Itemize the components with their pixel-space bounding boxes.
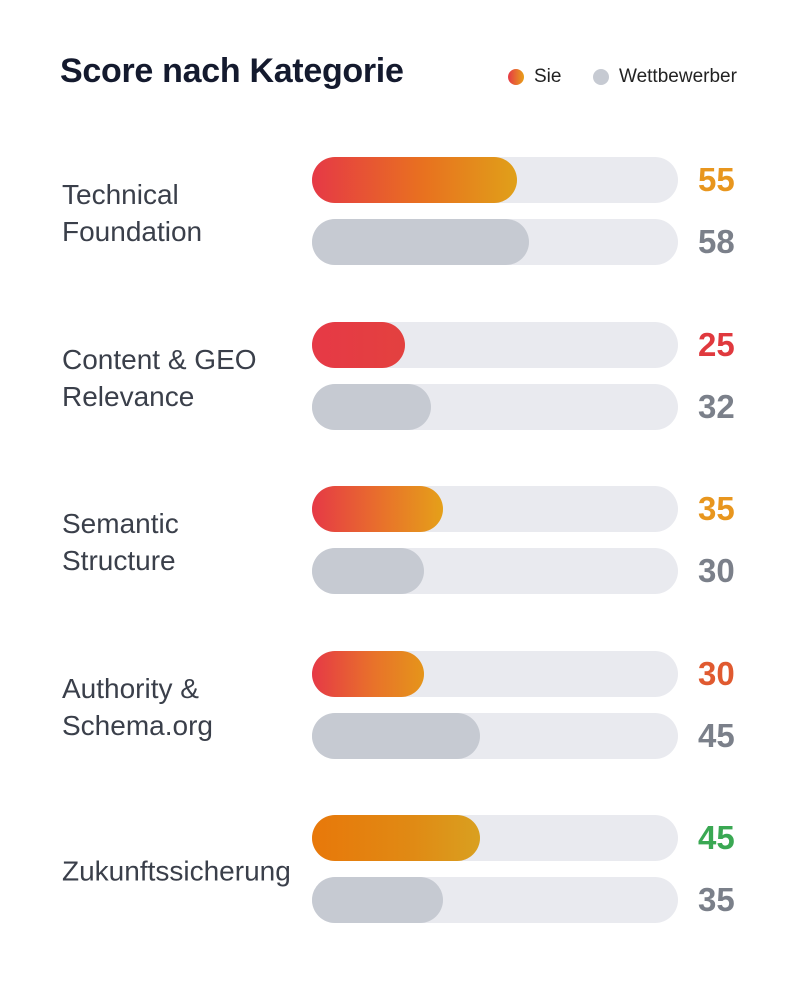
value-label-sie: 25 xyxy=(698,325,735,363)
bar-track xyxy=(312,712,678,759)
bar-track xyxy=(312,877,678,923)
bar-track xyxy=(312,157,678,203)
bar-wettbewerber xyxy=(312,877,443,923)
bar-track xyxy=(312,219,678,265)
value-label-sie: 55 xyxy=(698,161,735,198)
bar-track xyxy=(312,650,678,697)
value-label-wettbewerber: 58 xyxy=(698,223,735,260)
bar-wettbewerber xyxy=(312,383,432,430)
legend-label-wettbewerber: Wettbewerber xyxy=(619,66,737,87)
category-group: Technical Foundation 55 58 xyxy=(0,157,800,269)
category-group: Authority & Schema.org 30 45 xyxy=(0,650,800,763)
category-label: Semantic Structure xyxy=(62,508,179,576)
chart-title: Score nach Kategorie xyxy=(60,52,404,90)
legend-swatch-wettbewerber xyxy=(593,69,609,85)
bar-sie xyxy=(312,650,424,697)
category-label: Technical Foundation xyxy=(62,179,203,247)
category-label: Content & GEO Relevance xyxy=(62,343,257,412)
legend-swatch-sie xyxy=(508,69,524,85)
legend-item-wettbewerber: Wettbewerber xyxy=(593,66,737,88)
bar-track xyxy=(312,383,678,430)
category-group: Zukunftssicherung 45 35 xyxy=(0,815,800,927)
value-label-wettbewerber: 45 xyxy=(698,716,735,754)
bar-sie xyxy=(312,815,480,861)
bar-wettbewerber xyxy=(312,548,424,594)
value-label-sie: 45 xyxy=(698,819,735,856)
value-label-wettbewerber: 35 xyxy=(698,881,735,918)
bar-sie xyxy=(312,157,518,203)
category-group: Semantic Structure 35 30 xyxy=(0,486,800,598)
value-label-sie: 35 xyxy=(698,490,735,527)
value-label-wettbewerber: 30 xyxy=(698,552,735,589)
category-group: Content & GEO Relevance 25 32 xyxy=(0,321,800,434)
bar-track xyxy=(312,486,678,532)
value-label-sie: 30 xyxy=(698,654,735,692)
bar-track xyxy=(312,548,678,594)
bar-wettbewerber xyxy=(312,219,529,265)
category-label: Authority & Schema.org xyxy=(62,672,213,741)
category-label: Zukunftssicherung xyxy=(62,855,291,887)
bar-sie xyxy=(312,321,406,368)
value-label-wettbewerber: 32 xyxy=(698,387,735,425)
bar-wettbewerber xyxy=(312,712,480,759)
legend-label-sie: Sie xyxy=(534,66,562,87)
bar-sie xyxy=(312,486,443,532)
legend-item-sie: Sie xyxy=(508,66,561,88)
bar-track xyxy=(312,815,678,861)
bar-track xyxy=(312,321,678,368)
